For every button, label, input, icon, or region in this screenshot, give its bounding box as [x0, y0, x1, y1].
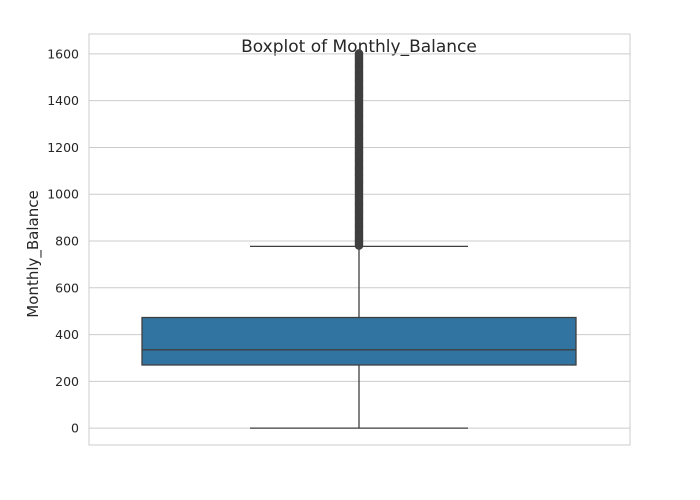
iqr-box [141, 316, 577, 366]
y-axis-label: Monthly_Balance [24, 190, 43, 317]
outlier-point-max [354, 49, 364, 58]
y-tick-label: 800 [55, 234, 79, 249]
y-tick-label: 1400 [47, 93, 79, 108]
y-tick-label: 0 [71, 421, 79, 436]
y-tick-label: 600 [55, 280, 79, 295]
y-tick-label: 1600 [47, 46, 79, 61]
y-tick-label: 1000 [47, 187, 79, 202]
y-tick-label: 1200 [47, 140, 79, 155]
chart-title: Boxplot of Monthly_Balance [241, 37, 477, 57]
y-tick-label: 200 [55, 374, 79, 389]
plot-frame [88, 33, 631, 446]
y-tick-label: 400 [55, 327, 79, 342]
box-elements [141, 49, 577, 429]
y-tick-labels: 0 200 400 600 800 1000 1200 1400 1600 [47, 46, 79, 435]
